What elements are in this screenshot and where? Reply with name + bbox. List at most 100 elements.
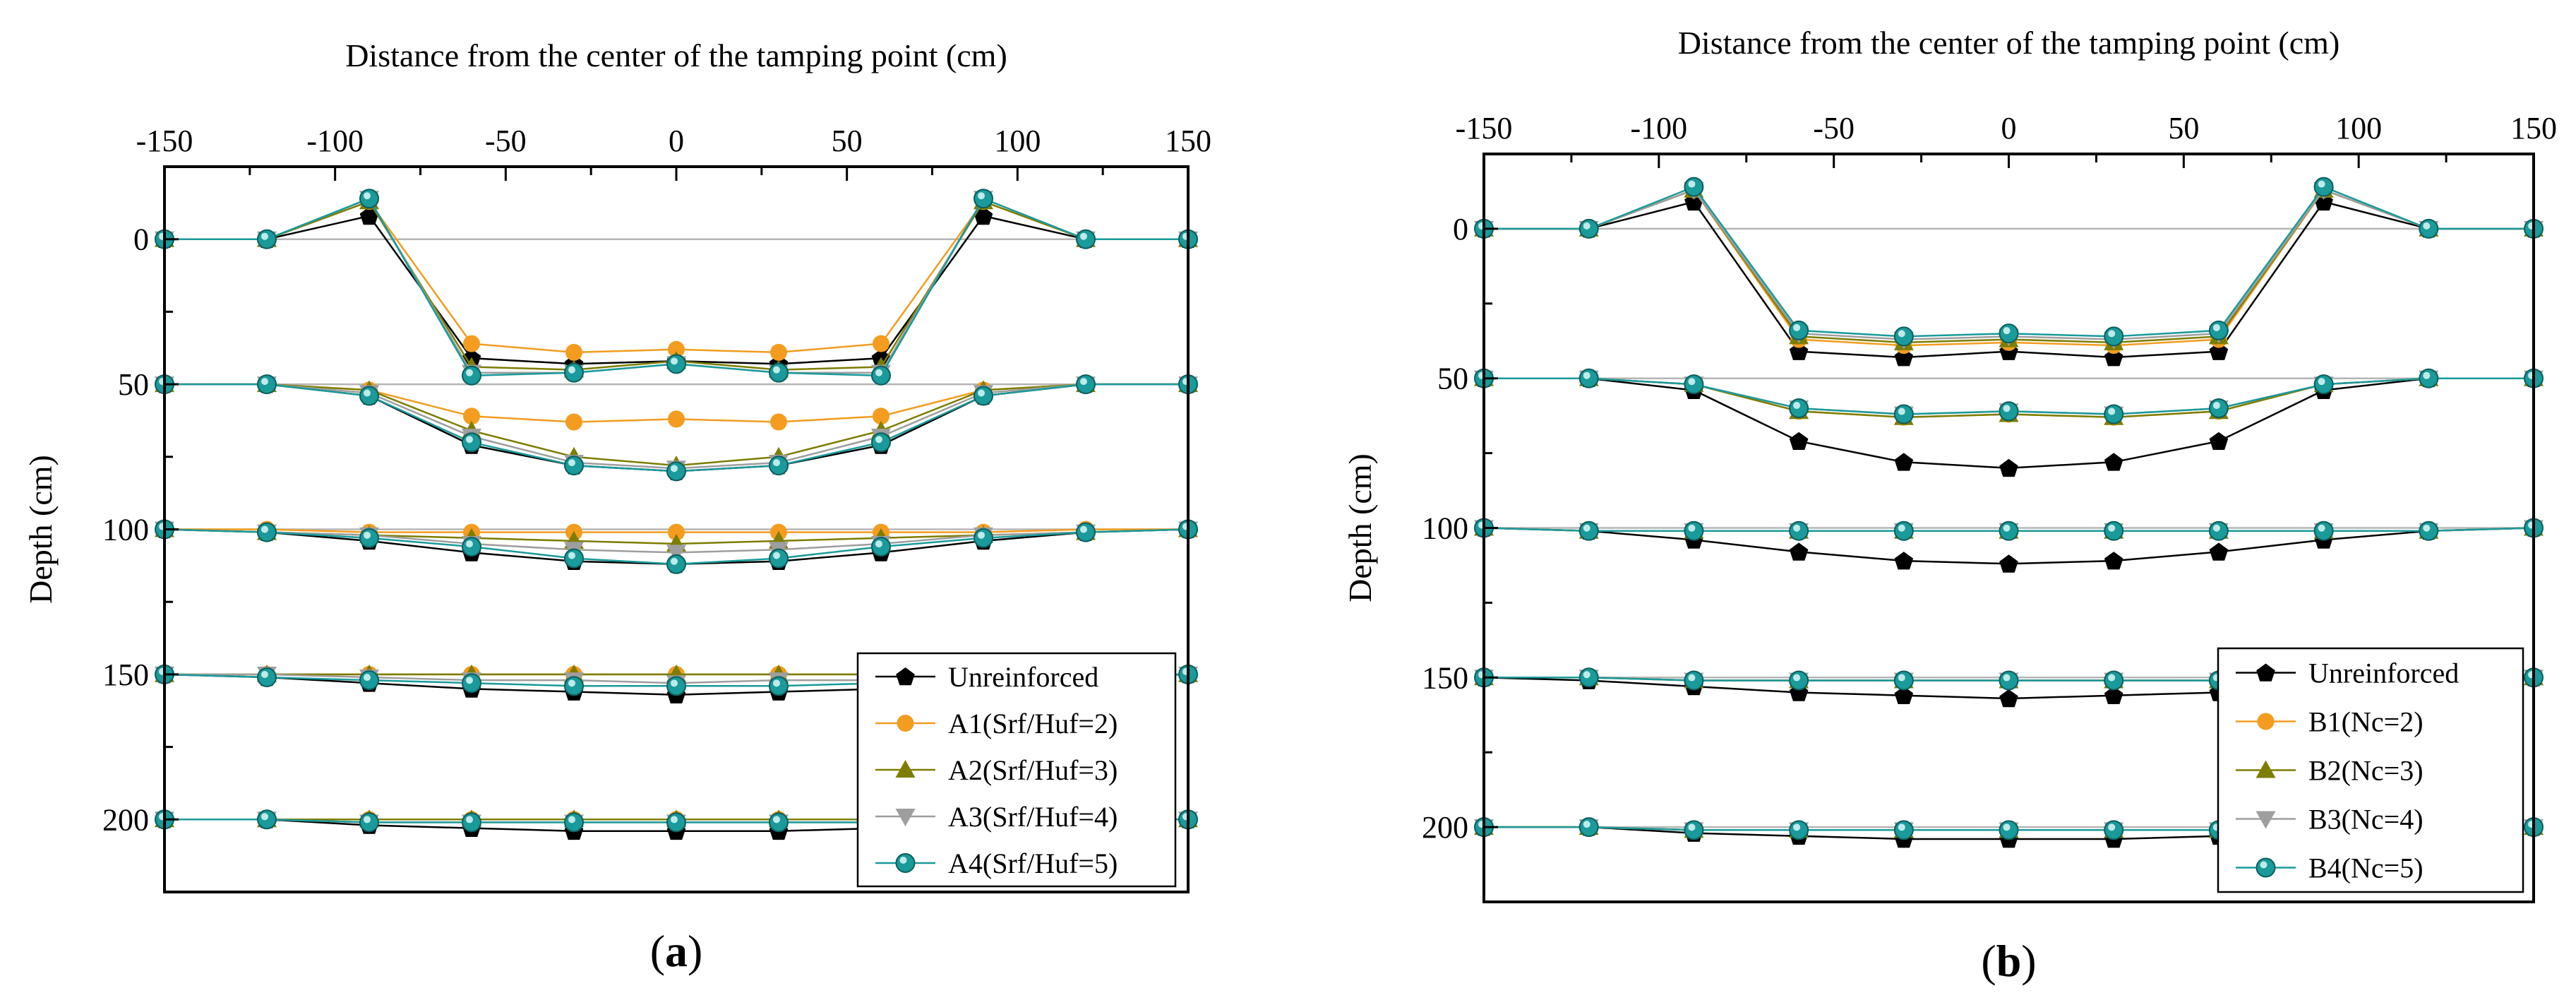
x-tick-label: 100 xyxy=(994,124,1041,158)
data-point-highlight xyxy=(1793,402,1801,410)
legend-label: A3(Srf/Huf=4) xyxy=(948,801,1118,833)
legend-marker-highlight xyxy=(899,857,907,864)
data-point-highlight xyxy=(773,459,780,467)
data-point-highlight xyxy=(2003,524,2011,532)
panel-label-open: ( xyxy=(650,926,665,976)
x-tick-label: -150 xyxy=(136,124,193,158)
legend: Unreinforced B1(Nc=2) B2(Nc=3) B3(Nc=4) B4(N… xyxy=(2217,647,2524,893)
series-line xyxy=(1484,377,2534,470)
data-point-highlight xyxy=(2003,823,2011,831)
data-point-highlight xyxy=(466,816,473,823)
data-point-highlight xyxy=(568,552,575,559)
legend-marker-highlight xyxy=(2260,861,2268,869)
data-point-highlight xyxy=(671,679,678,687)
data-point-highlight xyxy=(1793,323,1801,331)
data-point-highlight xyxy=(1583,524,1590,532)
legend-marker xyxy=(2256,811,2276,829)
data-point-highlight xyxy=(773,679,780,687)
x-tick-label: 0 xyxy=(669,124,684,158)
data-point xyxy=(2104,686,2123,704)
data-point-highlight xyxy=(2108,408,2116,415)
x-tick-label: 100 xyxy=(2335,111,2382,145)
data-point-highlight xyxy=(978,192,985,200)
y-tick-label: 200 xyxy=(102,802,149,837)
data-point xyxy=(1999,554,2018,573)
data-point-highlight xyxy=(1688,524,1696,532)
y-axis-title: Depth (cm) xyxy=(23,455,59,604)
x-tick-label: -150 xyxy=(1456,111,1513,145)
legend-marker xyxy=(897,715,914,732)
data-point xyxy=(668,523,685,541)
data-point-highlight xyxy=(2318,524,2325,532)
y-tick-label: 100 xyxy=(102,513,149,547)
data-point-highlight xyxy=(1688,378,1696,386)
panel-b: -150 -100 -50 0 50 100 150 0 50 100 150 200 Distance… xyxy=(1342,25,2557,986)
data-point xyxy=(2104,348,2123,367)
data-point-highlight xyxy=(1583,371,1590,379)
data-point-highlight xyxy=(2212,524,2220,532)
data-point xyxy=(1894,686,1914,704)
panel-label-close: ) xyxy=(2021,936,2036,986)
x-axis-title: Distance from the center of the tamping … xyxy=(1678,25,2340,61)
data-point-highlight xyxy=(261,671,268,679)
data-point-highlight xyxy=(2423,524,2431,532)
data-point xyxy=(873,335,889,352)
data-point-highlight xyxy=(1898,408,1905,415)
data-point-highlight xyxy=(364,816,371,823)
data-point-highlight xyxy=(1080,525,1087,533)
data-point-highlight xyxy=(364,389,371,397)
legend-marker xyxy=(895,760,916,778)
series-line xyxy=(164,200,1188,354)
data-point xyxy=(2104,552,2123,570)
data-point-highlight xyxy=(978,531,985,539)
data-point-highlight xyxy=(1583,671,1590,679)
data-point-highlight xyxy=(1898,524,1905,532)
legend-label: B4(Nc=5) xyxy=(2308,852,2424,884)
series-line xyxy=(1484,189,2534,344)
data-point-highlight xyxy=(1688,823,1696,831)
y-axis-title: Depth (cm) xyxy=(1342,453,1378,602)
panel-label-open: ( xyxy=(1981,936,1996,986)
y-tick-label: 150 xyxy=(102,658,149,692)
data-point xyxy=(974,206,993,225)
legend-label: Unreinforced xyxy=(948,661,1098,693)
panel-label-letter: a xyxy=(665,926,688,976)
data-point-highlight xyxy=(773,816,780,823)
x-axis-title: Distance from the center of the tamping … xyxy=(345,37,1007,73)
x-tick-label: -50 xyxy=(1813,111,1855,145)
data-point-highlight xyxy=(466,677,473,684)
y-tick-label: 0 xyxy=(133,222,149,257)
data-point-highlight xyxy=(875,540,882,548)
legend-label: A1(Srf/Huf=2) xyxy=(948,708,1118,739)
data-point xyxy=(770,413,787,431)
data-point-highlight xyxy=(2423,371,2431,379)
panel-label: (b) xyxy=(1981,936,2036,986)
data-point-highlight xyxy=(1898,823,1905,831)
data-point-highlight xyxy=(261,232,268,240)
data-point-highlight xyxy=(1793,524,1801,532)
legend-label: A2(Srf/Huf=3) xyxy=(948,754,1118,786)
x-tick-label: -100 xyxy=(306,124,364,158)
data-point-highlight xyxy=(364,674,371,682)
data-point-highlight xyxy=(2108,330,2116,338)
x-tick-label: 150 xyxy=(1165,124,1211,158)
data-point-highlight xyxy=(978,389,985,397)
x-tick-label: -100 xyxy=(1631,111,1688,145)
data-point-highlight xyxy=(466,369,473,376)
data-point xyxy=(770,343,787,361)
y-tick-label: 150 xyxy=(1422,660,1468,695)
data-point-highlight xyxy=(1080,378,1087,386)
legend: Unreinforced A1(Srf/Huf=2) A2(Srf/Huf=3) A3… xyxy=(856,652,1177,888)
legend-marker xyxy=(2256,760,2276,778)
data-point-highlight xyxy=(773,366,780,374)
y-tick-label: 100 xyxy=(1422,511,1468,546)
legend-marker xyxy=(895,809,916,826)
data-point xyxy=(2209,542,2229,561)
y-tick-label: 50 xyxy=(1437,362,1468,396)
data-point-highlight xyxy=(1688,180,1696,188)
data-point-highlight xyxy=(261,378,268,386)
data-point xyxy=(463,408,480,425)
data-point-highlight xyxy=(1688,674,1696,682)
y-tick-label: 0 xyxy=(1453,212,1468,246)
data-point-highlight xyxy=(261,525,268,533)
